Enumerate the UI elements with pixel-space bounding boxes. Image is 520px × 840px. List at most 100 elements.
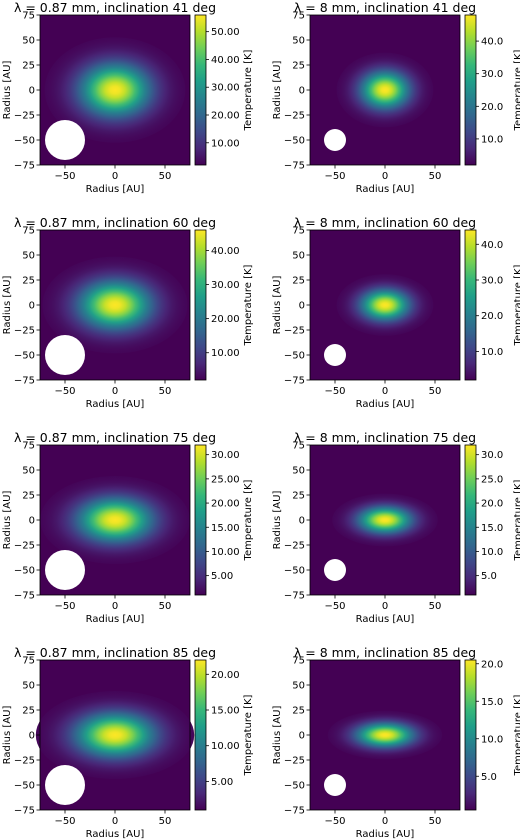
y-tick-label: 25 bbox=[22, 706, 35, 717]
emission-region bbox=[40, 476, 190, 564]
y-tick-label: −50 bbox=[284, 781, 305, 792]
x-tick-label: 0 bbox=[382, 601, 388, 612]
colorbar-tick-label: 20.0 bbox=[481, 659, 503, 670]
y-tick-label: 75 bbox=[22, 441, 35, 452]
y-axis-label: Radius [AU] bbox=[2, 706, 13, 765]
x-tick-label: 0 bbox=[112, 171, 118, 182]
x-tick-label: 50 bbox=[159, 171, 172, 182]
y-tick-label: −75 bbox=[14, 591, 35, 602]
colorbar-tick-label: 20.0 bbox=[481, 102, 503, 113]
colorbar-tick-label: 15.00 bbox=[211, 706, 240, 717]
x-tick-label: 0 bbox=[382, 816, 388, 827]
y-tick-label: 75 bbox=[292, 226, 305, 237]
colorbar-tick-label: 30.00 bbox=[211, 280, 240, 291]
panel-title: λ = 8 mm, inclination 75 deg bbox=[294, 430, 476, 445]
colorbar-label: Temperature [K] bbox=[513, 479, 520, 561]
y-tick-label: −50 bbox=[284, 351, 305, 362]
y-tick-label: −50 bbox=[14, 136, 35, 147]
x-axis-label: Radius [AU] bbox=[86, 829, 145, 840]
colorbar-tick-label: 20.00 bbox=[211, 111, 240, 122]
y-tick-label: 25 bbox=[292, 706, 305, 717]
y-tick-label: −25 bbox=[14, 756, 35, 767]
beam-circle bbox=[324, 774, 346, 796]
colorbar-tick-label: 10.00 bbox=[211, 348, 240, 359]
beam-circle bbox=[324, 129, 346, 151]
y-tick-label: −25 bbox=[284, 326, 305, 337]
beam-circle bbox=[324, 559, 346, 581]
colorbar-tick-label: 30.0 bbox=[481, 450, 503, 461]
colorbar-label: Temperature [K] bbox=[513, 694, 520, 776]
panel-title: λ = 0.87 mm, inclination 85 deg bbox=[14, 645, 216, 660]
y-tick-label: 0 bbox=[299, 731, 305, 742]
colorbar-tick-label: 10.0 bbox=[481, 134, 503, 145]
y-tick-label: 75 bbox=[22, 656, 35, 667]
y-tick-label: 25 bbox=[22, 276, 35, 287]
y-tick-label: −25 bbox=[14, 111, 35, 122]
colorbar-tick-label: 15.0 bbox=[481, 697, 503, 708]
x-tick-label: 0 bbox=[382, 171, 388, 182]
y-axis-label: Radius [AU] bbox=[2, 491, 13, 550]
colorbar bbox=[464, 444, 477, 596]
colorbar-tick-label: 20.00 bbox=[211, 499, 240, 510]
beam-circle bbox=[45, 335, 85, 375]
x-tick-label: 50 bbox=[159, 601, 172, 612]
y-tick-label: 0 bbox=[29, 301, 35, 312]
colorbar-tick-label: 40.00 bbox=[211, 55, 240, 66]
colorbar-label: Temperature [K] bbox=[513, 264, 520, 346]
y-axis-label: Radius [AU] bbox=[2, 276, 13, 335]
x-tick-label: −50 bbox=[54, 386, 75, 397]
colorbar-tick-label: 5.00 bbox=[211, 777, 233, 788]
x-tick-label: 0 bbox=[112, 816, 118, 827]
emission-region bbox=[336, 52, 434, 128]
y-tick-label: 25 bbox=[292, 61, 305, 72]
y-tick-label: 75 bbox=[292, 656, 305, 667]
panel-title: λ = 8 mm, inclination 60 deg bbox=[294, 215, 476, 230]
panel-title: λ = 8 mm, inclination 41 deg bbox=[294, 0, 476, 15]
colorbar-tick-label: 10.00 bbox=[211, 741, 240, 752]
emission-region bbox=[336, 274, 434, 336]
colorbar bbox=[464, 229, 477, 381]
colorbar-tick-label: 50.00 bbox=[211, 27, 240, 38]
x-tick-label: 0 bbox=[382, 386, 388, 397]
emission-region bbox=[44, 37, 186, 143]
x-tick-label: 0 bbox=[112, 601, 118, 612]
colorbar-tick-label: 5.00 bbox=[211, 571, 233, 582]
beam-circle bbox=[45, 765, 85, 805]
x-tick-label: −50 bbox=[324, 601, 345, 612]
colorbar bbox=[194, 444, 207, 596]
y-tick-label: 25 bbox=[292, 491, 305, 502]
colorbar-label: Temperature [K] bbox=[513, 49, 520, 131]
beam-circle bbox=[45, 120, 85, 160]
y-axis-label: Radius [AU] bbox=[272, 491, 283, 550]
beam-circle bbox=[324, 344, 346, 366]
y-tick-label: −75 bbox=[284, 376, 305, 387]
y-tick-label: 0 bbox=[29, 516, 35, 527]
colorbar-tick-label: 5.0 bbox=[481, 571, 497, 582]
x-tick-label: −50 bbox=[324, 171, 345, 182]
colorbar-tick-label: 25.00 bbox=[211, 474, 240, 485]
colorbar-tick-label: 5.0 bbox=[481, 772, 497, 783]
y-tick-label: −75 bbox=[284, 591, 305, 602]
emission-region bbox=[327, 710, 443, 760]
y-tick-label: 50 bbox=[22, 466, 35, 477]
y-tick-label: 50 bbox=[22, 251, 35, 262]
y-tick-label: 0 bbox=[29, 731, 35, 742]
y-tick-label: −50 bbox=[284, 136, 305, 147]
colorbar-tick-label: 30.00 bbox=[211, 450, 240, 461]
colorbar-tick-label: 10.0 bbox=[481, 347, 503, 358]
y-tick-label: 0 bbox=[299, 301, 305, 312]
y-tick-label: 50 bbox=[292, 251, 305, 262]
y-tick-label: 25 bbox=[22, 491, 35, 502]
y-axis-label: Radius [AU] bbox=[272, 706, 283, 765]
y-tick-label: −25 bbox=[14, 541, 35, 552]
y-tick-label: 75 bbox=[292, 441, 305, 452]
x-axis-label: Radius [AU] bbox=[356, 399, 415, 410]
colorbar-tick-label: 10.0 bbox=[481, 547, 503, 558]
colorbar bbox=[194, 14, 207, 166]
colorbar bbox=[464, 659, 477, 811]
colorbar-tick-label: 20.0 bbox=[481, 499, 503, 510]
colorbar-tick-label: 30.0 bbox=[481, 69, 503, 80]
